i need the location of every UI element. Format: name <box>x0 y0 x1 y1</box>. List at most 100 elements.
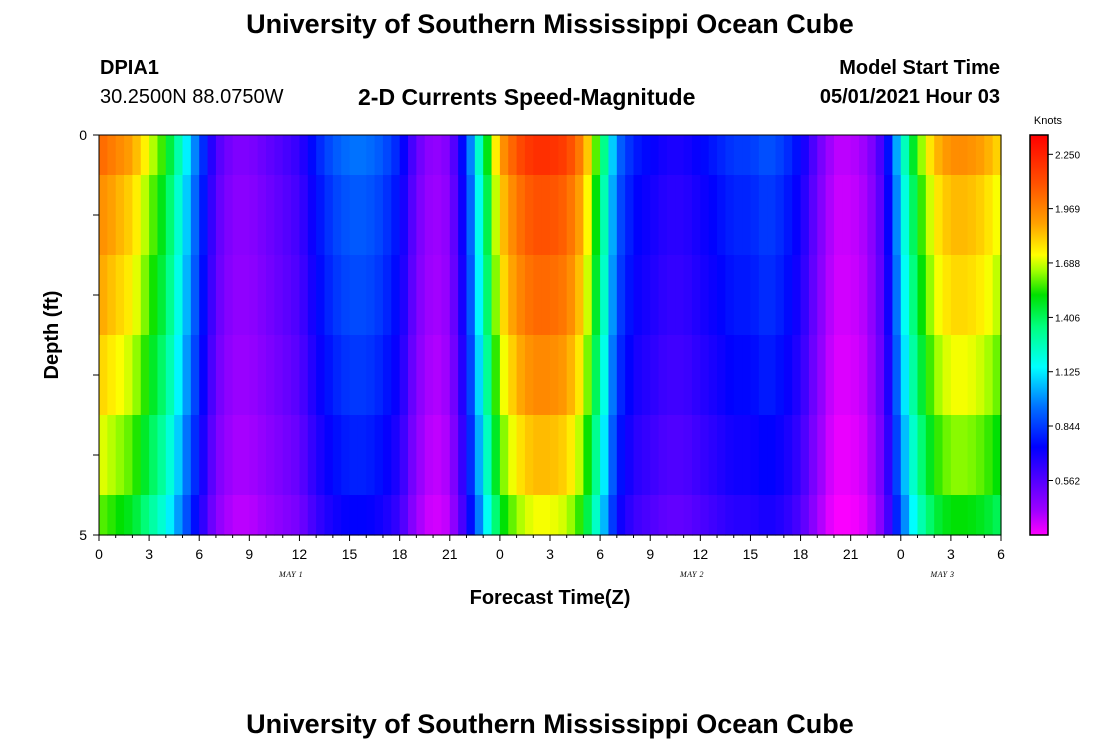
heatmap-cell <box>424 255 434 336</box>
heatmap-cell <box>842 255 852 336</box>
heatmap-cell <box>165 175 175 256</box>
heatmap-cell <box>357 175 367 256</box>
heatmap-cell <box>240 415 250 496</box>
heatmap-cell <box>458 335 468 416</box>
heatmap-cell <box>917 255 927 336</box>
heatmap-cell <box>583 175 593 256</box>
heatmap-cell <box>650 135 660 176</box>
heatmap-cell <box>675 135 685 176</box>
heatmap-cell <box>792 255 802 336</box>
heatmap-cell <box>616 135 626 176</box>
heatmap-cell <box>99 495 108 536</box>
heatmap-cell <box>817 415 827 496</box>
x-tick-label: 6 <box>596 546 604 562</box>
heatmap-cell <box>291 175 301 256</box>
heatmap-cell <box>884 415 894 496</box>
heatmap-cell <box>733 255 743 336</box>
heatmap-cell <box>909 255 919 336</box>
heatmap-cell <box>349 335 359 416</box>
heatmap-cell <box>767 255 777 336</box>
heatmap-cell <box>224 175 234 256</box>
heatmap-cell <box>433 415 443 496</box>
heatmap-cell <box>558 335 568 416</box>
heatmap-cell <box>783 135 793 176</box>
heatmap-cell <box>182 135 192 176</box>
chart-title: 2-D Currents Speed-Magnitude <box>358 84 696 110</box>
heatmap-cell <box>641 335 651 416</box>
heatmap-cell <box>257 135 267 176</box>
heatmap-cell <box>232 335 242 416</box>
x-tick-label: 15 <box>743 546 759 562</box>
heatmap-cell <box>174 135 184 176</box>
heatmap-cell <box>483 495 493 536</box>
heatmap-cell <box>341 175 351 256</box>
heatmap-cell <box>299 135 309 176</box>
heatmap-cell <box>859 335 868 416</box>
heatmap-cell <box>132 255 142 336</box>
heatmap-cell <box>107 135 117 176</box>
heatmap-cell <box>499 495 509 536</box>
heatmap-cell <box>591 175 601 256</box>
heatmap-cell <box>934 335 944 416</box>
heatmap-cell <box>124 415 134 496</box>
heatmap-cell <box>124 175 134 256</box>
heatmap-cell <box>366 255 376 336</box>
heatmap-cell <box>316 495 326 536</box>
heatmap-cell <box>708 255 718 336</box>
heatmap-cell <box>783 335 793 416</box>
heatmap-cell <box>733 175 743 256</box>
heatmap-cell <box>408 135 417 176</box>
heatmap-cell <box>416 255 426 336</box>
heatmap-cell <box>825 135 835 176</box>
heatmap-cell <box>808 255 818 336</box>
heatmap-cell <box>224 255 234 336</box>
heatmap-cell <box>708 415 718 496</box>
heatmap-cell <box>174 255 184 336</box>
heatmap-cell <box>391 495 401 536</box>
heatmap-cell <box>717 415 726 496</box>
heatmap-cell <box>382 175 392 256</box>
heatmap-cell <box>516 415 526 496</box>
date-label: MAY 1 <box>278 570 303 579</box>
heatmap-cell <box>441 255 451 336</box>
heatmap-cell <box>700 415 710 496</box>
heatmap-cell <box>291 255 301 336</box>
heatmap-cell <box>499 335 509 416</box>
heatmap-cell <box>149 255 159 336</box>
heatmap-cell <box>366 415 376 496</box>
x-tick-label: 3 <box>947 546 955 562</box>
heatmap-cell <box>700 335 710 416</box>
heatmap-cell <box>833 175 843 256</box>
heatmap-cell <box>575 135 585 176</box>
heatmap-cell <box>190 335 200 416</box>
heatmap-cell <box>266 255 275 336</box>
heatmap-cell <box>416 175 426 256</box>
heatmap-cell <box>608 175 618 256</box>
heatmap-cell <box>307 335 317 416</box>
heatmap-cell <box>817 495 827 536</box>
heatmap-cell <box>842 175 852 256</box>
heatmap-cell <box>524 255 534 336</box>
heatmap-cell <box>274 255 284 336</box>
heatmap-cell <box>725 255 735 336</box>
heatmap-cell <box>249 175 259 256</box>
heatmap-cell <box>550 135 559 176</box>
heatmap-cell <box>909 495 919 536</box>
heatmap-cell <box>349 175 359 256</box>
heatmap-cell <box>215 175 225 256</box>
heatmap-cell <box>959 255 969 336</box>
heatmap-cell <box>399 495 409 536</box>
heatmap-cell <box>115 175 125 256</box>
heatmap-cell <box>641 415 651 496</box>
heatmap-cell <box>165 255 175 336</box>
heatmap-cell <box>792 335 802 416</box>
heatmap-cell <box>909 415 919 496</box>
heatmap-cell <box>859 415 868 496</box>
heatmap-cell <box>157 255 167 336</box>
heatmap-cell <box>942 335 952 416</box>
heatmap-cell <box>215 135 225 176</box>
heatmap-cell <box>750 415 760 496</box>
heatmap-cell <box>859 135 868 176</box>
heatmap-cell <box>374 135 384 176</box>
